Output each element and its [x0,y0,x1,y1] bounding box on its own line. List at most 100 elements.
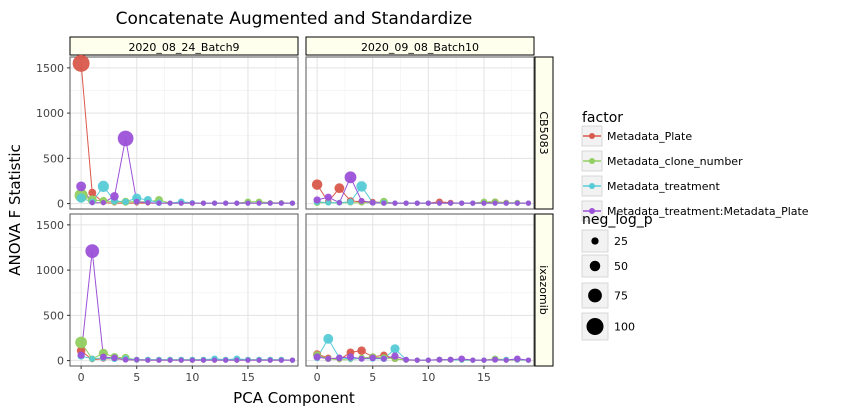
data-point [459,200,465,206]
data-point [76,181,87,192]
data-point [110,192,119,201]
data-point [189,200,195,206]
data-point [336,200,343,206]
legend-key-point [589,208,595,214]
panel-border [305,213,535,367]
data-point [100,353,107,361]
data-point [289,357,296,363]
facet-panels: 2020_08_24_Batch9 2020_09_08_Batch10 CB508… [36,36,554,384]
data-point [514,200,520,206]
data-point [97,180,109,192]
facet-panel [305,56,535,210]
legend-size-point [591,237,599,245]
facet-panel: 0 5 10 15 [305,213,535,384]
y-tick-label: 500 [43,152,64,165]
legend-color-title: factor [582,110,623,126]
data-point [178,357,184,363]
legend-size-label: 100 [614,321,635,334]
data-point [369,354,377,362]
data-point [156,200,162,206]
data-point [256,200,262,206]
legend-color-label: Metadata_Plate [607,130,692,143]
legend-key-point [589,133,595,139]
y-tick-label: 1000 [36,264,64,277]
data-point [436,356,443,363]
panel-background [306,214,534,366]
facet-strip-column [69,36,299,56]
data-point [356,181,367,192]
data-point [525,200,532,206]
data-point [503,200,509,206]
x-tick-label: 5 [133,371,140,384]
data-point [458,355,466,363]
data-point [481,357,487,363]
panel-background [306,57,534,209]
data-point [167,357,173,363]
data-point [447,356,454,363]
data-point [311,179,323,190]
data-point [358,355,365,362]
data-point [334,183,345,194]
x-tick-label: 15 [477,371,491,384]
data-point [100,200,107,206]
data-point [436,200,443,206]
data-point [134,357,140,363]
data-point [200,200,207,206]
y-tick-label: 0 [57,355,64,368]
facet-panel: 0 500 1000 1500 [36,54,299,211]
data-point [178,200,184,206]
data-point [425,357,431,363]
panel-border [69,56,299,210]
data-point [492,200,498,206]
data-point [234,200,240,206]
x-tick-label: 5 [369,371,376,384]
data-point [313,353,321,361]
data-point [72,54,90,72]
data-point [278,200,284,206]
data-point [223,200,229,206]
data-point [325,199,332,206]
data-point [75,336,88,349]
data-point [289,200,296,206]
data-point [391,352,399,360]
y-tick-label: 0 [57,198,64,211]
facet-strip-column-label: 2020_09_08_Batch10 [361,41,479,54]
chart-title: Concatenate Augmented and Standardize [116,9,473,29]
data-point [234,357,240,363]
facet-strip-row [534,213,554,367]
y-tick-label: 500 [43,309,64,322]
data-point [403,200,409,206]
data-point [122,356,129,363]
data-point [336,354,343,362]
data-point [76,193,86,203]
data-point [88,188,97,197]
x-tick-label: 0 [314,371,321,384]
legend-size-point [586,318,604,335]
data-point [414,357,420,363]
data-point [156,357,162,363]
y-axis-label: ANOVA F Statistic [6,144,24,276]
data-point [117,130,134,147]
data-point [425,200,431,206]
data-point [392,200,398,206]
data-point [470,200,476,206]
data-point [492,356,499,363]
data-point [324,193,332,201]
data-point [211,357,218,363]
data-point [211,200,218,206]
facet-strip-row [534,56,554,210]
data-point [344,171,357,184]
data-point [256,357,262,363]
data-point [145,200,151,206]
facet-panel: 0 500 1000 1500 0 5 10 15 [36,213,299,384]
legend-size-title: neg_log_p [582,212,653,228]
x-tick-label: 10 [185,371,199,384]
y-tick-label: 1500 [36,219,64,232]
data-point [323,333,334,344]
data-point [514,355,521,363]
data-point [189,357,195,363]
data-point [357,346,366,355]
data-point [313,196,321,204]
facet-strip-column [305,36,535,56]
